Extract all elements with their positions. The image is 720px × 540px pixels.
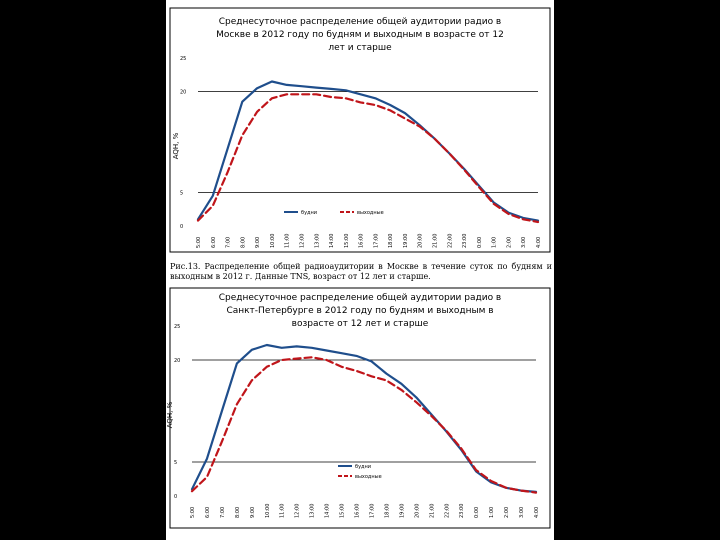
moscow-xtick-label: 15:00 bbox=[344, 234, 350, 248]
spb-xtick-label: 6:00 bbox=[205, 507, 211, 518]
moscow-ytick-label: 5 bbox=[180, 190, 183, 196]
spb-xtick-label: 10:00 bbox=[265, 504, 271, 518]
spb-title-line: Среднесуточное распределение общей аудит… bbox=[219, 293, 502, 303]
spb-xtick-label: 4:00 bbox=[534, 507, 540, 518]
moscow-xtick-label: 11:00 bbox=[285, 234, 291, 248]
spb-series-weekends bbox=[190, 356, 538, 494]
spb-xtick-label: 1:00 bbox=[489, 507, 495, 518]
moscow-y-axis-label: AQH, % bbox=[172, 132, 180, 159]
moscow-xtick-label: 10:00 bbox=[270, 234, 276, 248]
moscow-xtick-label: 19:00 bbox=[403, 234, 409, 248]
spb-xtick-label: 14:00 bbox=[325, 504, 331, 518]
moscow-series-weekends bbox=[196, 93, 540, 224]
spb-xtick-label: 22:00 bbox=[444, 504, 450, 518]
spb-legend-label: выходные bbox=[355, 474, 382, 480]
moscow-xtick-label: 9:00 bbox=[255, 237, 261, 248]
moscow-xtick-label: 22:00 bbox=[447, 234, 453, 248]
moscow-xtick-label: 20:00 bbox=[418, 234, 424, 248]
spb-series-weekdays bbox=[190, 343, 538, 493]
moscow-xtick-label: 12:00 bbox=[299, 234, 305, 248]
spb-ytick-label: 5 bbox=[174, 460, 177, 466]
spb-xtick-label: 16:00 bbox=[355, 504, 361, 518]
moscow-title-line: Москве в 2012 году по будням и выходным … bbox=[216, 30, 504, 40]
spb-xtick-label: 0:00 bbox=[474, 507, 480, 518]
moscow-xtick-label: 17:00 bbox=[373, 234, 379, 248]
spb-title-line: возрасте от 12 лет и старше bbox=[292, 319, 429, 329]
moscow-ytick-label: 20 bbox=[180, 90, 186, 96]
spb-xtick-label: 19:00 bbox=[399, 504, 405, 518]
moscow-legend-label: будни bbox=[301, 210, 317, 216]
document-page: Среднесуточное распределение общей аудит… bbox=[166, 0, 554, 540]
moscow-xtick-label: 2:00 bbox=[506, 237, 512, 248]
spb-legend-label: будни bbox=[355, 464, 371, 470]
moscow-xtick-label: 4:00 bbox=[536, 237, 542, 248]
spb-ytick-label: 25 bbox=[174, 324, 180, 330]
moscow-xtick-label: 1:00 bbox=[492, 237, 498, 248]
spb-xtick-label: 2:00 bbox=[504, 507, 510, 518]
spb-y-axis-label: AQH, % bbox=[166, 401, 174, 428]
spb-xtick-label: 23:00 bbox=[459, 504, 465, 518]
moscow-chart: Среднесуточное распределение общей аудит… bbox=[169, 7, 551, 253]
moscow-xtick-label: 16:00 bbox=[359, 234, 365, 248]
moscow-xtick-label: 18:00 bbox=[388, 234, 394, 248]
spb-xtick-label: 17:00 bbox=[369, 504, 375, 518]
moscow-xtick-label: 3:00 bbox=[521, 237, 527, 248]
moscow-xtick-label: 6:00 bbox=[211, 237, 217, 248]
moscow-xtick-label: 0:00 bbox=[477, 237, 483, 248]
spb-xtick-label: 12:00 bbox=[295, 504, 301, 518]
spb-xtick-label: 11:00 bbox=[280, 504, 286, 518]
moscow-legend-label: выходные bbox=[357, 210, 384, 216]
spb-xtick-label: 20:00 bbox=[414, 504, 420, 518]
spb-xtick-label: 7:00 bbox=[220, 507, 226, 518]
spb-chart: Среднесуточное распределение общей аудит… bbox=[166, 287, 551, 529]
moscow-xtick-label: 21:00 bbox=[433, 234, 439, 248]
spb-xtick-label: 9:00 bbox=[250, 507, 256, 518]
moscow-ytick-label: 25 bbox=[180, 56, 186, 62]
moscow-xtick-label: 5:00 bbox=[196, 237, 202, 248]
spb-xtick-label: 13:00 bbox=[310, 504, 316, 518]
spb-frame bbox=[169, 287, 551, 529]
moscow-xtick-label: 7:00 bbox=[226, 237, 232, 248]
moscow-xtick-label: 23:00 bbox=[462, 234, 468, 248]
spb-title-line: Санкт-Петербурге в 2012 году по будням и… bbox=[226, 306, 493, 316]
spb-xtick-label: 8:00 bbox=[235, 507, 241, 518]
moscow-xtick-label: 8:00 bbox=[240, 237, 246, 248]
spb-xtick-label: 5:00 bbox=[190, 507, 196, 518]
figure-caption: Рис.13. Распределение общей радиоаудитор… bbox=[170, 262, 552, 281]
moscow-title-line: Среднесуточное распределение общей аудит… bbox=[219, 17, 502, 27]
spb-xtick-label: 21:00 bbox=[429, 504, 435, 518]
spb-xtick-label: 15:00 bbox=[340, 504, 346, 518]
moscow-ytick-label: 0 bbox=[180, 224, 183, 230]
moscow-xtick-label: 13:00 bbox=[314, 234, 320, 248]
spb-ytick-label: 0 bbox=[174, 494, 177, 500]
spb-xtick-label: 3:00 bbox=[519, 507, 525, 518]
moscow-title-line: лет и старше bbox=[328, 43, 392, 53]
spb-ytick-label: 20 bbox=[174, 358, 180, 364]
moscow-xtick-label: 14:00 bbox=[329, 234, 335, 248]
spb-xtick-label: 18:00 bbox=[384, 504, 390, 518]
